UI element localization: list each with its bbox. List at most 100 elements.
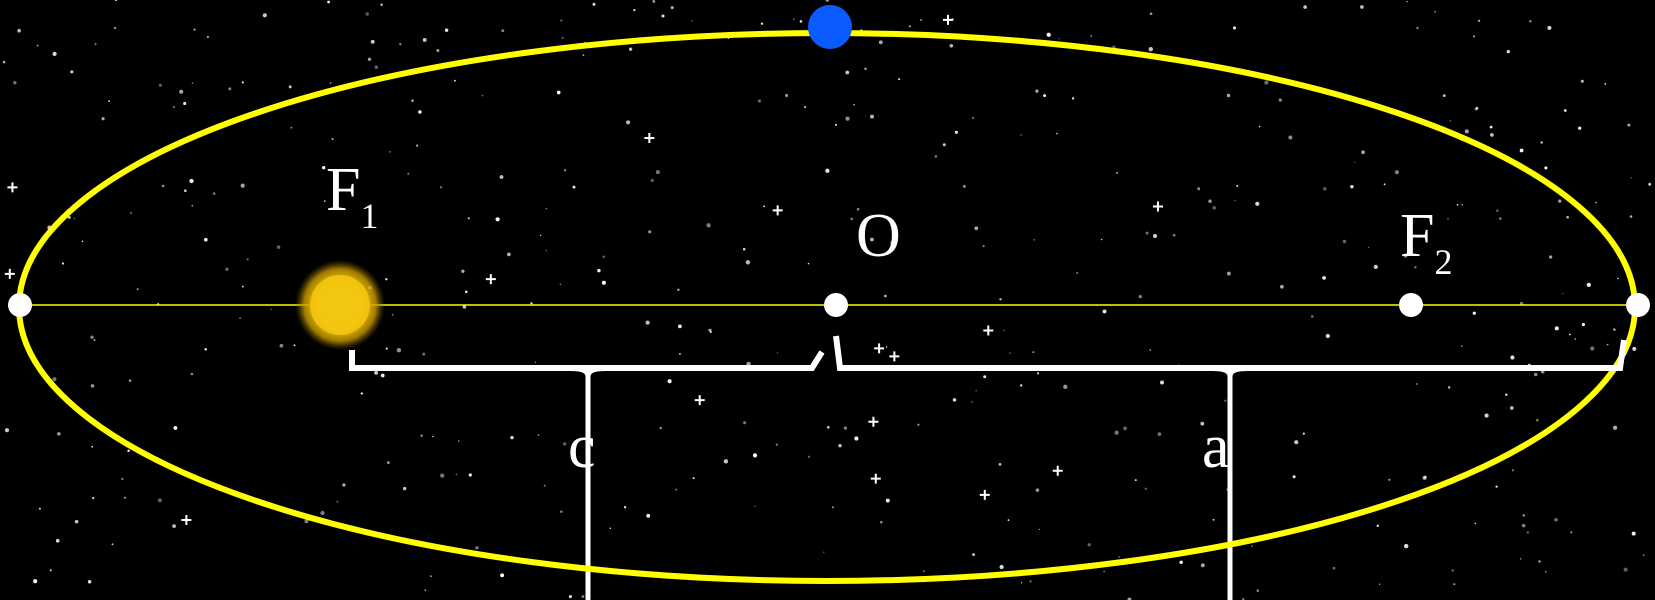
star bbox=[52, 51, 57, 57]
star bbox=[123, 496, 126, 499]
star bbox=[380, 373, 385, 378]
star bbox=[823, 551, 825, 553]
star bbox=[999, 298, 1002, 301]
star bbox=[1342, 239, 1347, 244]
star bbox=[1617, 277, 1619, 280]
star bbox=[1496, 209, 1499, 212]
vertex-point-right bbox=[1626, 293, 1650, 317]
star bbox=[55, 538, 60, 543]
bright-star bbox=[1052, 465, 1063, 476]
star bbox=[1558, 199, 1562, 203]
star bbox=[1526, 531, 1529, 534]
star bbox=[962, 184, 966, 188]
star bbox=[1403, 253, 1408, 258]
star bbox=[461, 269, 465, 273]
star bbox=[1510, 355, 1515, 360]
star bbox=[1294, 440, 1299, 445]
star bbox=[52, 377, 57, 382]
star bbox=[342, 483, 346, 487]
star bbox=[33, 579, 38, 584]
star bbox=[1134, 479, 1137, 482]
star bbox=[917, 423, 920, 426]
star bbox=[1442, 94, 1446, 97]
star bbox=[304, 519, 309, 524]
star bbox=[983, 375, 987, 379]
bright-star bbox=[874, 343, 885, 354]
star bbox=[1325, 333, 1330, 339]
star bbox=[240, 183, 245, 188]
star bbox=[1449, 120, 1451, 122]
star bbox=[646, 513, 651, 518]
star bbox=[1103, 570, 1105, 573]
star bbox=[420, 434, 423, 437]
star bbox=[1127, 597, 1132, 600]
star bbox=[38, 507, 41, 510]
star bbox=[1179, 560, 1183, 565]
star bbox=[1197, 187, 1201, 191]
star bbox=[975, 390, 977, 392]
star bbox=[184, 189, 187, 192]
star bbox=[1416, 26, 1419, 30]
star bbox=[501, 29, 505, 33]
star bbox=[898, 78, 901, 81]
star bbox=[113, 26, 117, 30]
star bbox=[1264, 80, 1269, 85]
bright-star bbox=[644, 133, 655, 144]
star bbox=[1058, 37, 1060, 40]
star bbox=[161, 184, 165, 188]
star bbox=[1212, 518, 1215, 521]
star bbox=[203, 237, 208, 242]
star bbox=[825, 168, 830, 173]
star bbox=[510, 435, 514, 440]
star bbox=[564, 169, 567, 172]
star bbox=[678, 324, 682, 329]
star bbox=[179, 89, 184, 94]
star bbox=[1302, 432, 1305, 435]
star bbox=[439, 186, 443, 189]
star bbox=[999, 564, 1004, 570]
star bbox=[1114, 430, 1119, 435]
star bbox=[262, 13, 267, 18]
bright-star bbox=[485, 274, 496, 285]
star bbox=[972, 553, 976, 557]
star bbox=[1533, 372, 1538, 377]
star bbox=[1570, 531, 1573, 534]
star bbox=[1043, 94, 1047, 98]
star bbox=[1303, 5, 1307, 9]
star bbox=[1224, 399, 1227, 402]
star bbox=[129, 211, 133, 215]
star bbox=[108, 100, 111, 103]
star bbox=[127, 449, 130, 453]
star bbox=[1629, 215, 1633, 218]
star bbox=[1548, 255, 1553, 259]
star bbox=[1149, 349, 1152, 351]
star bbox=[67, 215, 71, 219]
star bbox=[94, 43, 97, 46]
star bbox=[1544, 166, 1548, 170]
star bbox=[562, 442, 567, 446]
star bbox=[239, 317, 241, 319]
star bbox=[1554, 326, 1559, 331]
star bbox=[1423, 475, 1427, 479]
star bbox=[560, 510, 563, 513]
star bbox=[418, 110, 422, 114]
star bbox=[1153, 234, 1157, 238]
star bbox=[650, 178, 654, 183]
bright-star bbox=[772, 205, 783, 216]
star bbox=[1521, 523, 1526, 528]
star bbox=[582, 54, 585, 56]
bright-star bbox=[868, 416, 879, 427]
star bbox=[320, 510, 325, 516]
star bbox=[543, 484, 546, 487]
star bbox=[568, 595, 572, 599]
star bbox=[745, 260, 751, 265]
star bbox=[1360, 5, 1364, 9]
star bbox=[843, 426, 848, 430]
star bbox=[850, 217, 854, 221]
star bbox=[870, 114, 874, 119]
star bbox=[1388, 478, 1391, 481]
star bbox=[1046, 32, 1051, 37]
star bbox=[228, 87, 232, 91]
star bbox=[360, 392, 363, 395]
star bbox=[998, 463, 1002, 466]
